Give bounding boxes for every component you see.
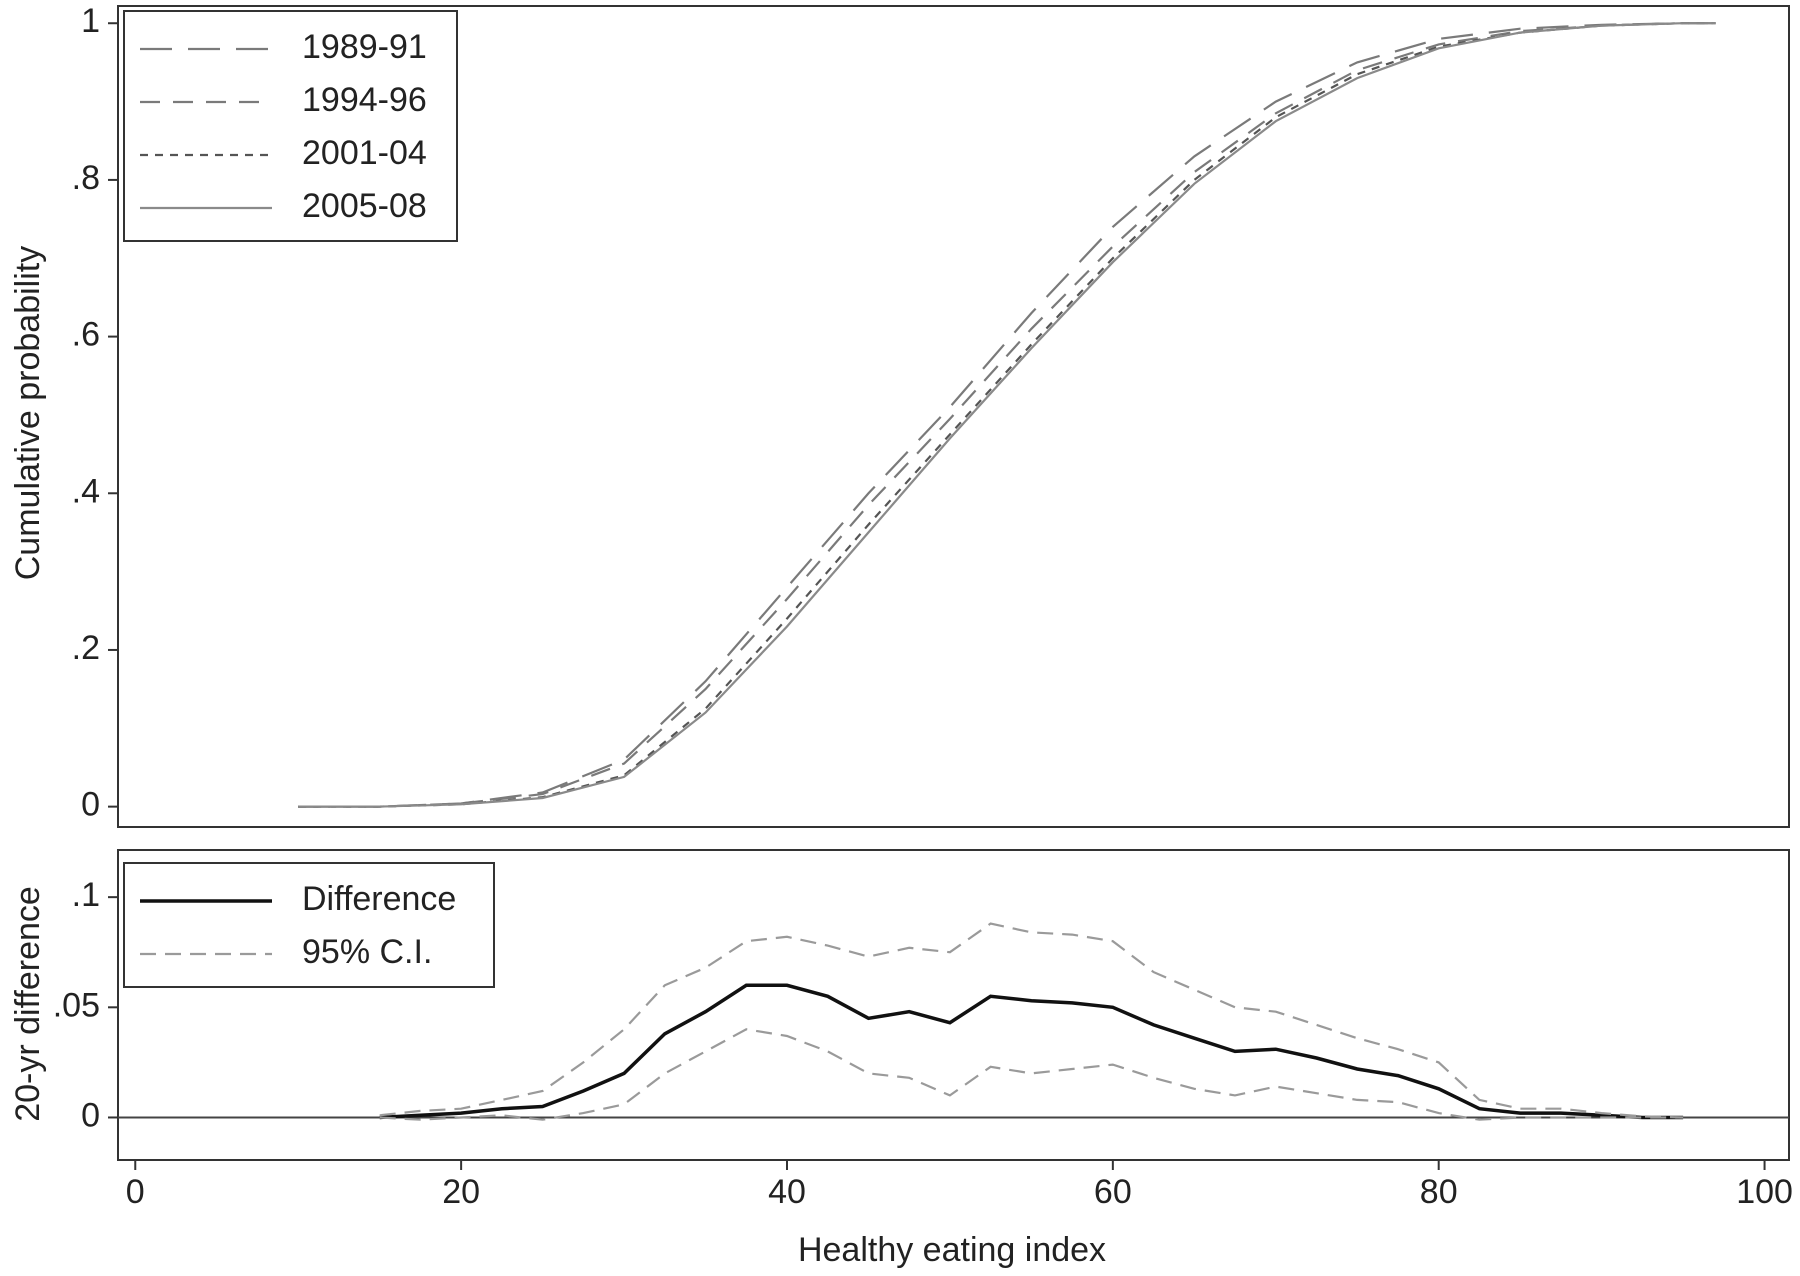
x-tick-label: 80 [1420, 1173, 1458, 1211]
legend-label: 95% C.I. [302, 933, 432, 971]
y-tick-label: 0 [81, 1096, 100, 1134]
y-axis-label: 20-yr difference [9, 886, 47, 1122]
legend-label: Difference [302, 880, 456, 918]
legend-label: 2005-08 [302, 187, 427, 225]
legend-box [123, 10, 458, 242]
y-tick-label: .6 [72, 316, 100, 354]
x-tick-label: 0 [126, 1173, 145, 1211]
series-line [379, 983, 1684, 1120]
x-tick-label: 20 [442, 1173, 480, 1211]
legend-label: 2001-04 [302, 134, 427, 172]
legend-box [123, 862, 495, 988]
series-line [298, 22, 1716, 808]
series-line [379, 922, 1684, 1119]
y-tick-label: .8 [72, 159, 100, 197]
series-line [379, 1028, 1684, 1121]
series-line [298, 22, 1716, 808]
y-tick-label: .4 [72, 472, 100, 510]
legend-label: 1994-96 [302, 81, 427, 119]
legend-label: 1989-91 [302, 28, 427, 66]
y-tick-label: 0 [81, 786, 100, 824]
y-axis-label: Cumulative probability [9, 246, 47, 581]
series-line [298, 22, 1716, 808]
x-axis-label: Healthy eating index [798, 1231, 1106, 1269]
series-line [298, 22, 1716, 808]
plot-frame [117, 5, 1790, 828]
y-tick-label: .05 [53, 986, 100, 1024]
x-tick-label: 100 [1736, 1173, 1793, 1211]
plot-frame [117, 849, 1790, 1161]
y-tick-label: .2 [72, 629, 100, 667]
y-tick-label: 1 [81, 2, 100, 40]
x-tick-label: 60 [1094, 1173, 1132, 1211]
y-tick-label: .1 [72, 876, 100, 914]
x-tick-label: 40 [768, 1173, 806, 1211]
